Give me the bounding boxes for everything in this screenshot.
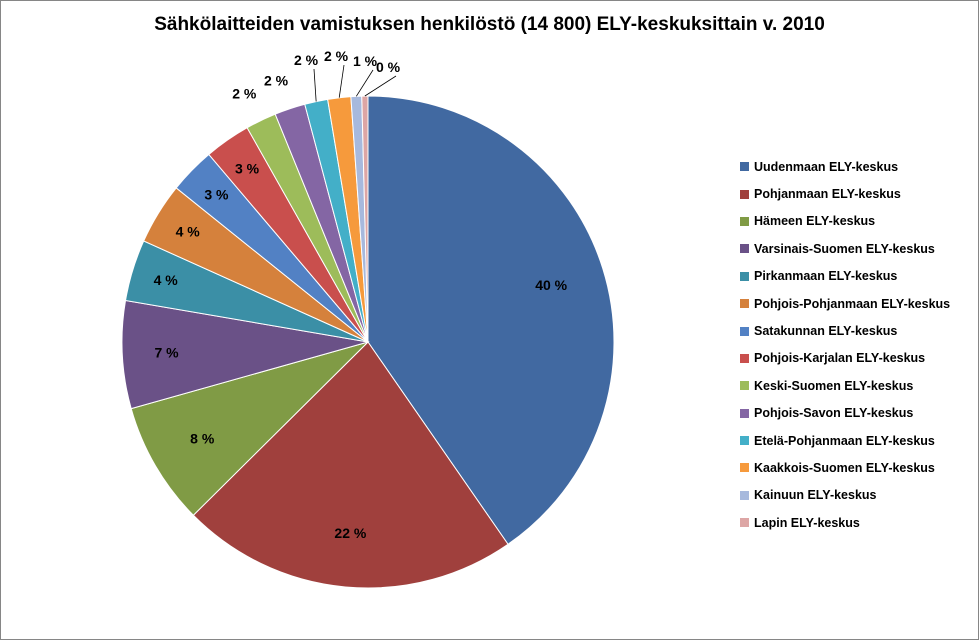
slice-data-label: 4 % [154,272,179,288]
slice-data-label: 4 % [176,223,201,239]
slice-data-label: 3 % [204,186,229,202]
legend-swatch [740,189,749,199]
legend-entry: Pirkanmaan ELY-keskus [740,263,950,290]
pie-slice-1 [367,95,615,545]
legend-label: Varsinais-Suomen ELY-keskus [754,241,935,256]
legend-entry: Kainuun ELY-keskus [740,482,950,509]
leader-line [313,68,317,102]
legend-label: Uudenmaan ELY-keskus [754,159,899,174]
chart-title: Sähkölaitteiden vamistuksen henkilöstö (… [154,14,825,35]
legend-entry: Satakunnan ELY-keskus [740,317,950,344]
legend-label: Kaakkois-Suomen ELY-keskus [754,460,935,475]
slice-data-label: 3 % [235,160,260,176]
legend-label: Pohjois-Savon ELY-keskus [754,406,914,421]
legend-label: Keski-Suomen ELY-keskus [754,378,914,393]
legend-entry: Pohjois-Pohjanmaan ELY-keskus [740,290,950,317]
leader-line [338,64,345,98]
pie-slice-2 [192,341,509,589]
legend-swatch [740,408,749,418]
slice-data-label: 7 % [154,345,179,361]
legend-entry: Pohjanmaan ELY-keskus [740,180,950,207]
legend-swatch [740,216,749,226]
legend-swatch [740,162,749,172]
legend-swatch [740,436,749,446]
legend-entry: Pohjois-Savon ELY-keskus [740,400,950,427]
legend-swatch [740,463,749,473]
legend-label: Pirkanmaan ELY-keskus [754,269,898,284]
slice-data-label: 1 % [353,53,378,69]
legend-swatch [740,490,749,500]
legend-label: Lapin ELY-keskus [754,515,860,530]
pie-slice-4 [121,299,369,410]
legend-swatch [740,518,749,528]
legend-swatch [740,381,749,391]
slice-data-label: 0 % [376,59,401,75]
legend-entry: Hämeen ELY-keskus [740,208,950,235]
legend-label: Satakunnan ELY-keskus [754,324,898,339]
pie-slice-3 [130,340,370,516]
legend-label: Etelä-Pohjanmaan ELY-keskus [754,433,935,448]
slice-data-label: 2 % [232,85,257,101]
leader-line [364,75,397,97]
legend-label: Kainuun ELY-keskus [754,488,877,503]
legend-label: Pohjois-Pohjanmaan ELY-keskus [754,296,951,311]
slice-data-label: 2 % [264,72,289,88]
legend-entry: Lapin ELY-keskus [740,509,950,536]
legend-swatch [740,244,749,254]
legend-swatch [740,299,749,309]
legend-entry: Kaakkois-Suomen ELY-keskus [740,454,950,481]
legend-entry: Keski-Suomen ELY-keskus [740,372,950,399]
legend-entry: Etelä-Pohjanmaan ELY-keskus [740,427,950,454]
legend-entry: Pohjois-Karjalan ELY-keskus [740,345,950,372]
slice-data-label: 2 % [294,52,319,68]
slice-data-label: 22 % [334,525,366,541]
slice-data-label: 8 % [190,431,215,447]
legend-swatch [740,326,749,336]
legend: Uudenmaan ELY-keskus Pohjanmaan ELY-kesku… [740,153,950,536]
slice-data-label: 2 % [324,48,349,64]
legend-label: Pohjanmaan ELY-keskus [754,187,901,202]
legend-entry: Uudenmaan ELY-keskus [740,153,950,180]
legend-label: Pohjois-Karjalan ELY-keskus [754,351,926,366]
legend-swatch [740,271,749,281]
legend-label: Hämeen ELY-keskus [754,214,876,229]
legend-swatch [740,353,749,363]
slice-data-label: 40 % [535,277,567,293]
legend-entry: Varsinais-Suomen ELY-keskus [740,235,950,262]
leader-line [355,69,374,97]
